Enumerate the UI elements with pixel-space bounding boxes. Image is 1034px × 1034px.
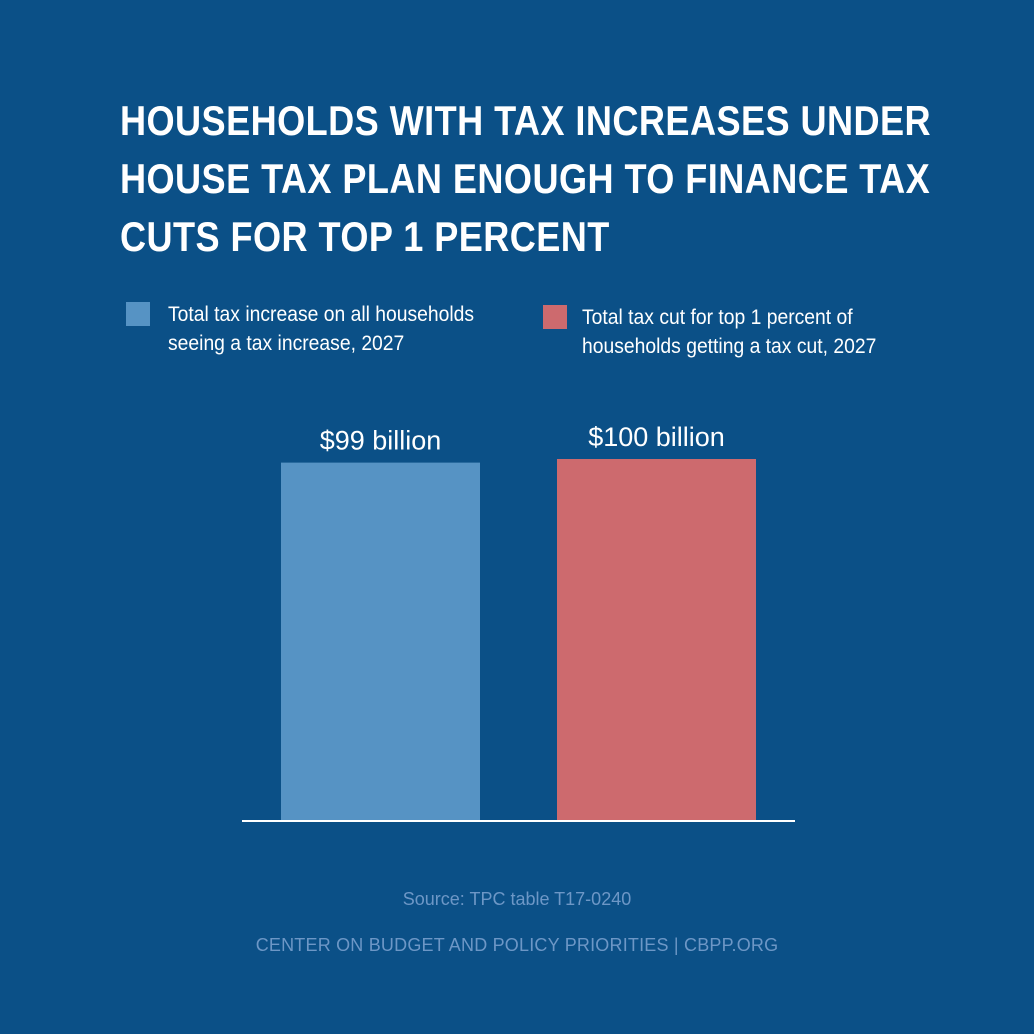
source-note: Source: TPC table T17-0240 — [402, 889, 632, 909]
legend-swatch-tax-cut — [543, 305, 567, 329]
legend-label-line: Total tax cut for top 1 percent of — [582, 306, 853, 329]
legend-item-tax-cut: Total tax cut for top 1 percent of house… — [543, 303, 902, 361]
data-label-tax-increase: $99 billion — [320, 426, 442, 456]
bar-tax-cut — [557, 459, 756, 820]
legend-swatch-tax-increase — [126, 302, 150, 326]
legend-label-line: Total tax increase on all households — [168, 303, 475, 326]
footer-credit: CENTER ON BUDGET AND POLICY PRIORITIES |… — [255, 935, 779, 955]
data-label-tax-cut: $100 billion — [588, 422, 725, 452]
legend-label-line: households getting a tax cut, 2027 — [582, 335, 877, 358]
chart-title-line: CUTS FOR TOP 1 PERCENT — [120, 213, 610, 260]
legend-label-tax-cut: Total tax cut for top 1 percent of house… — [582, 303, 876, 361]
legend-label-tax-increase: Total tax increase on all households see… — [168, 300, 474, 358]
legend-label-line: seeing a tax increase, 2027 — [168, 332, 405, 355]
legend-item-tax-increase: Total tax increase on all households see… — [126, 300, 501, 358]
bar-tax-increase — [281, 462, 480, 820]
